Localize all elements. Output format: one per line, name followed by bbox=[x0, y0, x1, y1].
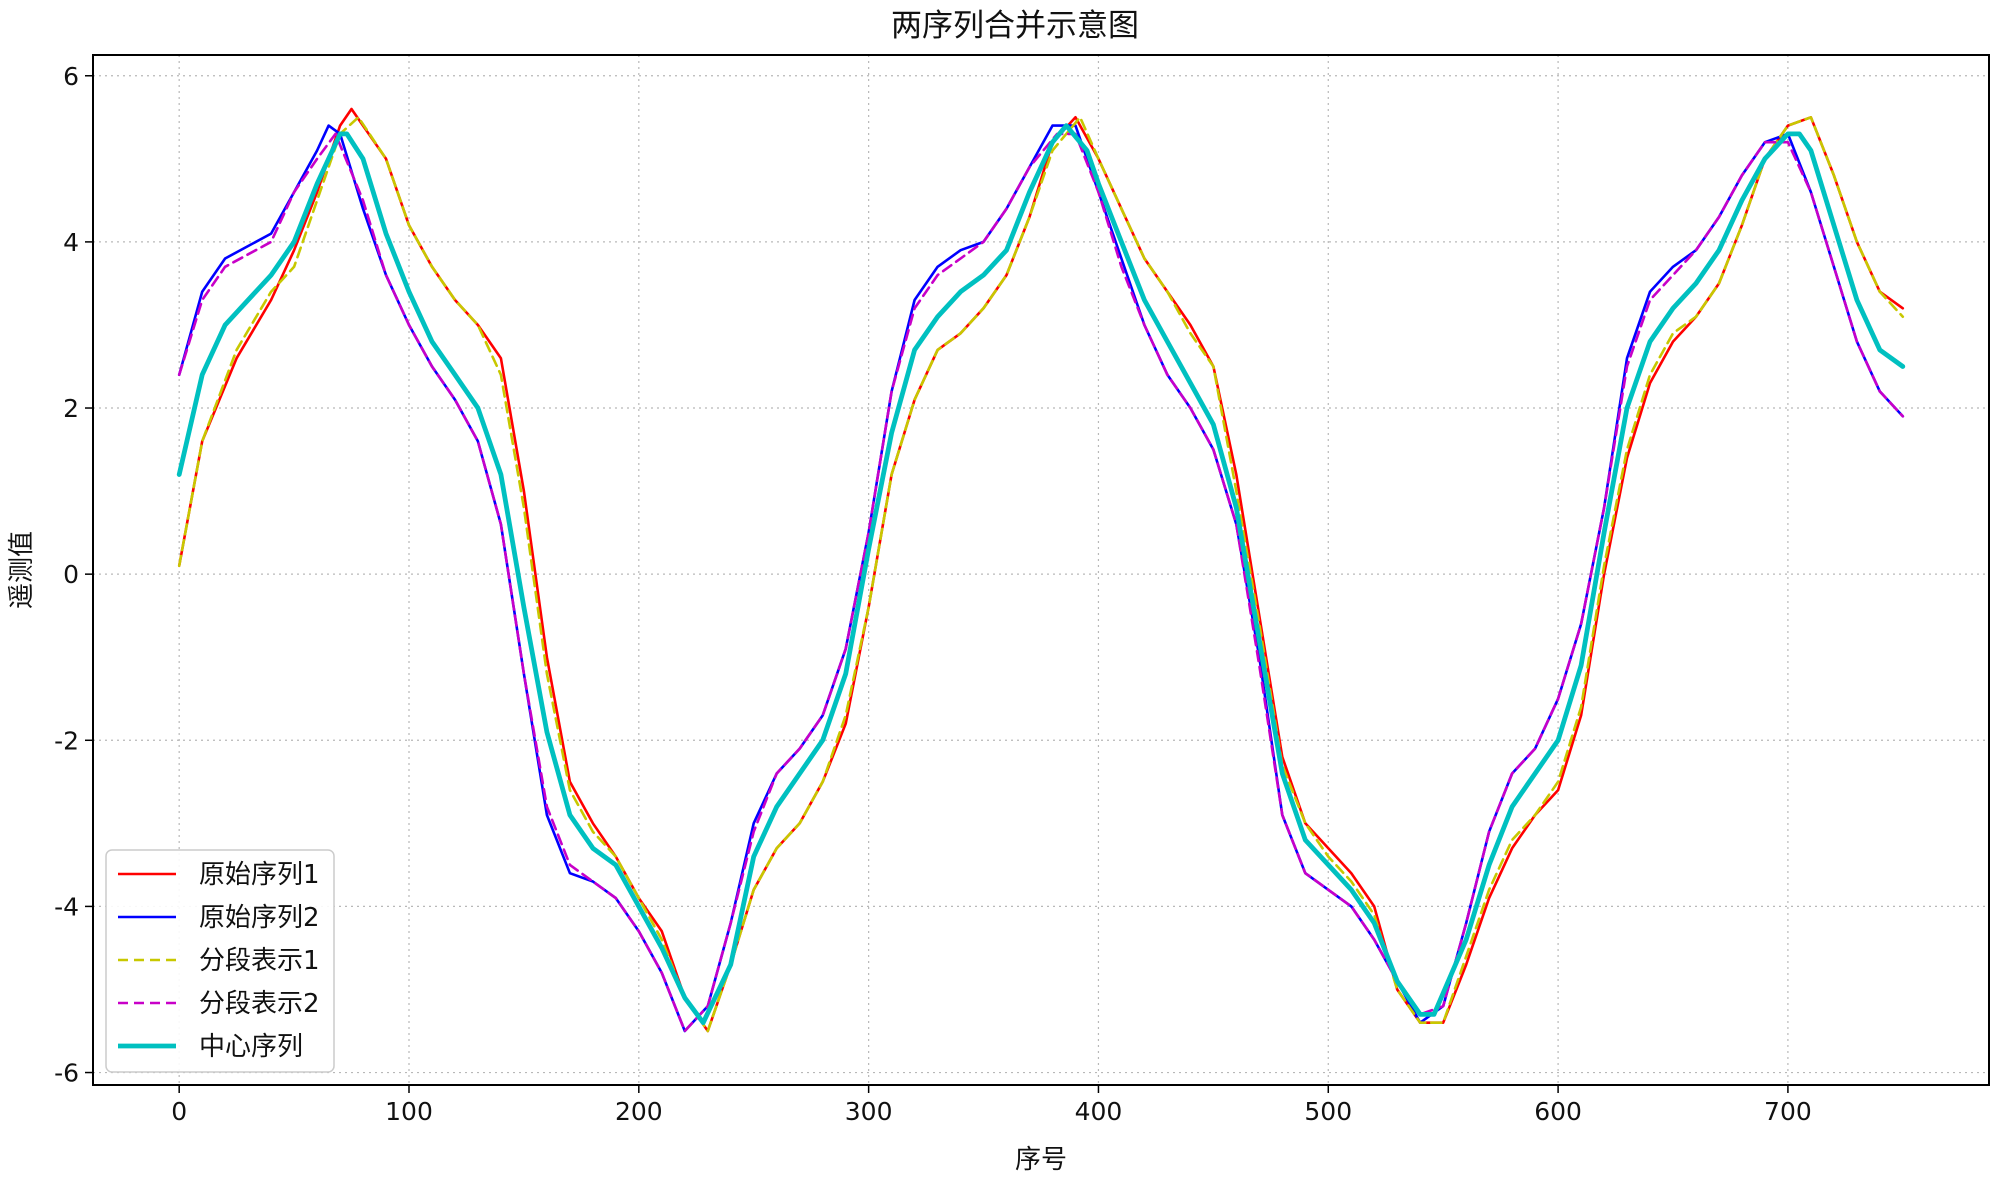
y-tick-label: 2 bbox=[63, 394, 79, 423]
legend-label-2: 原始序列2 bbox=[199, 903, 320, 933]
legend-label-3: 分段表示1 bbox=[199, 946, 320, 976]
x-tick-label: 500 bbox=[1304, 1097, 1352, 1126]
x-tick-label: 700 bbox=[1764, 1097, 1812, 1126]
series-line-1 bbox=[177, 107, 1905, 1033]
series-line-4 bbox=[177, 132, 1905, 1033]
y-tick-label: 0 bbox=[63, 560, 79, 589]
x-axis-label: 序号 bbox=[1015, 1145, 1067, 1175]
x-tick-label: 0 bbox=[171, 1097, 187, 1126]
x-tick-label: 300 bbox=[845, 1097, 893, 1126]
y-tick-label: -4 bbox=[54, 892, 79, 921]
legend-box bbox=[105, 849, 335, 1073]
y-tick-label: -2 bbox=[54, 726, 79, 755]
x-tick-label: 400 bbox=[1075, 1097, 1123, 1126]
y-tick-label: 4 bbox=[63, 228, 79, 257]
x-tick-label: 600 bbox=[1534, 1097, 1582, 1126]
y-tick-label: -6 bbox=[54, 1059, 79, 1088]
series-line-3 bbox=[177, 116, 1905, 1033]
legend: 原始序列1 原始序列2 分段表示1 分段表示2 中心序列 bbox=[105, 849, 335, 1073]
series-line-5 bbox=[176, 123, 1906, 1026]
legend-label-1: 原始序列1 bbox=[199, 860, 320, 890]
grid bbox=[93, 55, 1989, 1085]
plot-frame bbox=[92, 54, 1990, 1086]
y-tick-label: 6 bbox=[63, 62, 79, 91]
x-axis: 0 100 200 300 400 500 600 700 bbox=[171, 1085, 1812, 1126]
chart-title: 两序列合并示意图 bbox=[891, 8, 1139, 44]
legend-label-4: 分段表示2 bbox=[199, 989, 320, 1019]
legend-label-5: 中心序列 bbox=[199, 1032, 303, 1062]
x-tick-label: 200 bbox=[615, 1097, 663, 1126]
y-axis-label: 遥测值 bbox=[7, 531, 37, 609]
y-axis: -6 -4 -2 0 2 4 6 bbox=[54, 62, 93, 1088]
series-line-2 bbox=[177, 124, 1905, 1033]
x-tick-label: 100 bbox=[385, 1097, 433, 1126]
series-layer bbox=[176, 107, 1906, 1033]
